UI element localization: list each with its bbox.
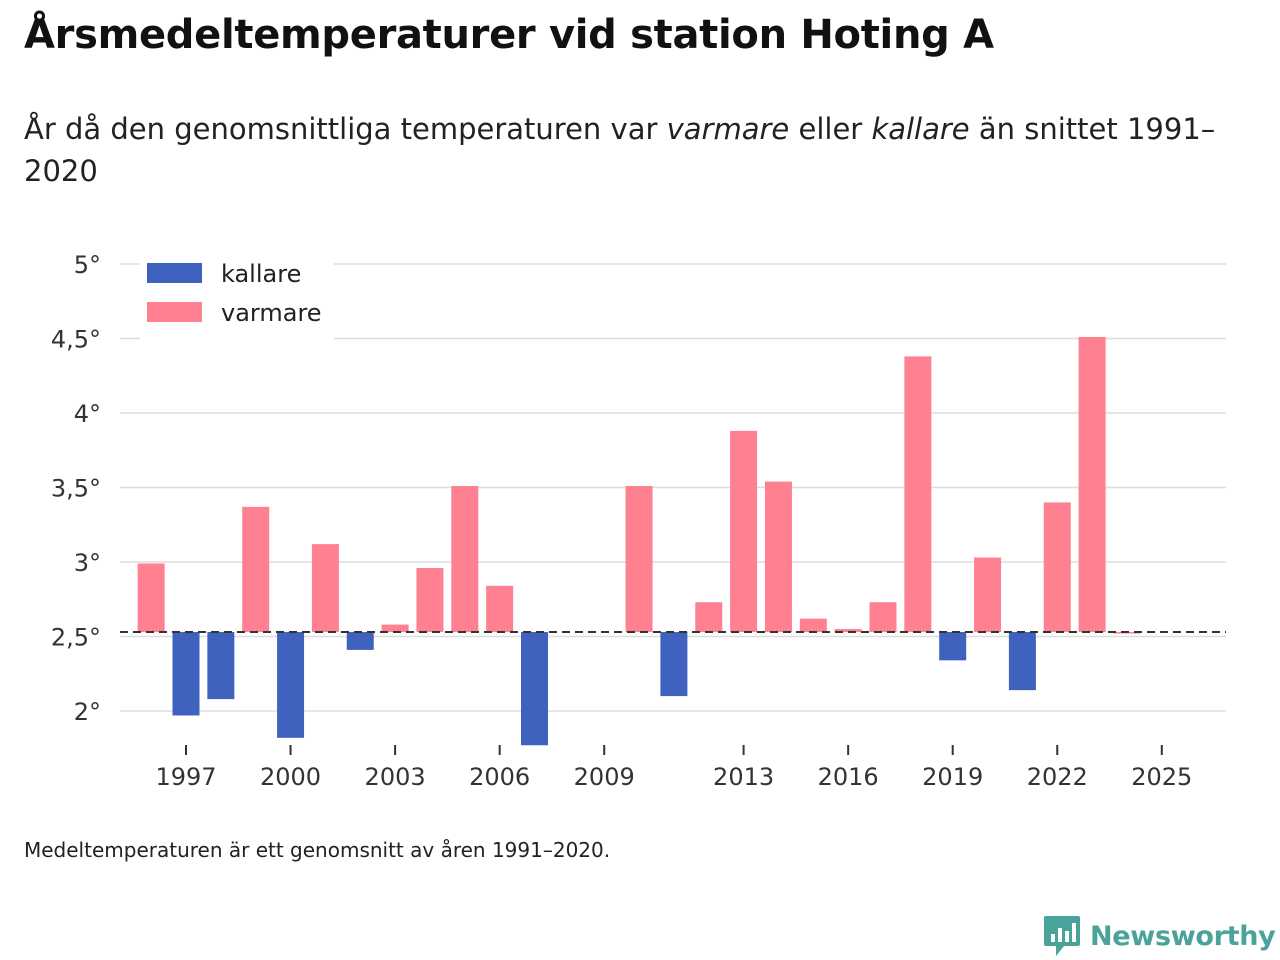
bar-2002 — [346, 632, 374, 650]
bar-2015 — [799, 618, 827, 633]
bar-2023 — [1078, 337, 1106, 633]
bar-2004 — [416, 567, 444, 633]
bar-2005 — [451, 486, 479, 633]
y-tick-label: 3° — [74, 549, 101, 577]
subtitle-colder: kallare — [871, 112, 970, 146]
bar-2003 — [381, 624, 409, 633]
bar-2014 — [764, 481, 792, 633]
legend-label-kallare: kallare — [221, 260, 301, 288]
bar-2011 — [660, 632, 688, 697]
x-tick-label: 2000 — [260, 763, 321, 791]
bar-2017 — [869, 602, 897, 633]
x-tick-label: 1997 — [155, 763, 216, 791]
subtitle-part-1: År då den genomsnittliga temperaturen va… — [24, 112, 667, 146]
bar-2021 — [1008, 632, 1036, 691]
y-tick-label: 4° — [74, 400, 101, 428]
bar-chart: 2° 2,5° 3° 3,5° 4° 4,5° 5° 1997 2000 2003 2006 2009… — [51, 251, 1226, 791]
bar-2000 — [277, 632, 305, 738]
x-tick-label: 2006 — [469, 763, 530, 791]
x-tick-label: 2013 — [713, 763, 774, 791]
bar-2013 — [730, 430, 758, 633]
x-tick-label: 2022 — [1027, 763, 1088, 791]
newsworthy-logo-icon — [1044, 916, 1080, 956]
bar-2006 — [486, 585, 514, 633]
legend-swatch-kallare — [147, 263, 202, 283]
x-tick-label: 2009 — [574, 763, 635, 791]
bar-2020 — [974, 557, 1002, 633]
bar-2001 — [311, 544, 339, 633]
source-note: Medeltemperaturen är ett genomsnitt av å… — [24, 838, 611, 862]
x-tick-label: 2019 — [922, 763, 983, 791]
subtitle-part-2: eller — [789, 112, 872, 146]
subtitle-warmer: varmare — [666, 112, 790, 146]
bar-2016 — [834, 629, 862, 633]
y-tick-label: 2° — [74, 698, 101, 726]
bar-1999 — [242, 506, 270, 633]
bar-2007 — [521, 632, 548, 746]
x-tick-label: 2003 — [365, 763, 426, 791]
y-tick-label: 4,5° — [51, 326, 101, 354]
bar-1996 — [137, 563, 165, 633]
legend-label-varmare: varmare — [221, 299, 322, 327]
chart-title: Årsmedeltemperaturer vid station Hoting … — [24, 12, 994, 58]
bar-1997 — [172, 632, 200, 716]
subtitle-part-3: än snittet 1991–2020 — [24, 112, 1216, 188]
x-tick-label: 2016 — [818, 763, 879, 791]
bar-2018 — [904, 356, 932, 633]
bar-2019 — [939, 632, 967, 661]
y-tick-label: 3,5° — [51, 475, 101, 503]
bar-2010 — [625, 486, 653, 633]
y-tick-label: 5° — [74, 251, 101, 279]
legend-swatch-varmare — [147, 302, 202, 322]
x-tick-label: 2025 — [1131, 763, 1192, 791]
chart-subtitle: År då den genomsnittliga temperaturen va… — [24, 108, 1224, 192]
y-tick-label: 2,5° — [51, 624, 101, 652]
bar-1998 — [207, 632, 235, 700]
newsworthy-logo: Newsworthy — [1042, 914, 1276, 958]
bar-2012 — [695, 602, 723, 633]
bar-2022 — [1043, 502, 1071, 633]
brand-name: Newsworthy — [1090, 920, 1276, 952]
